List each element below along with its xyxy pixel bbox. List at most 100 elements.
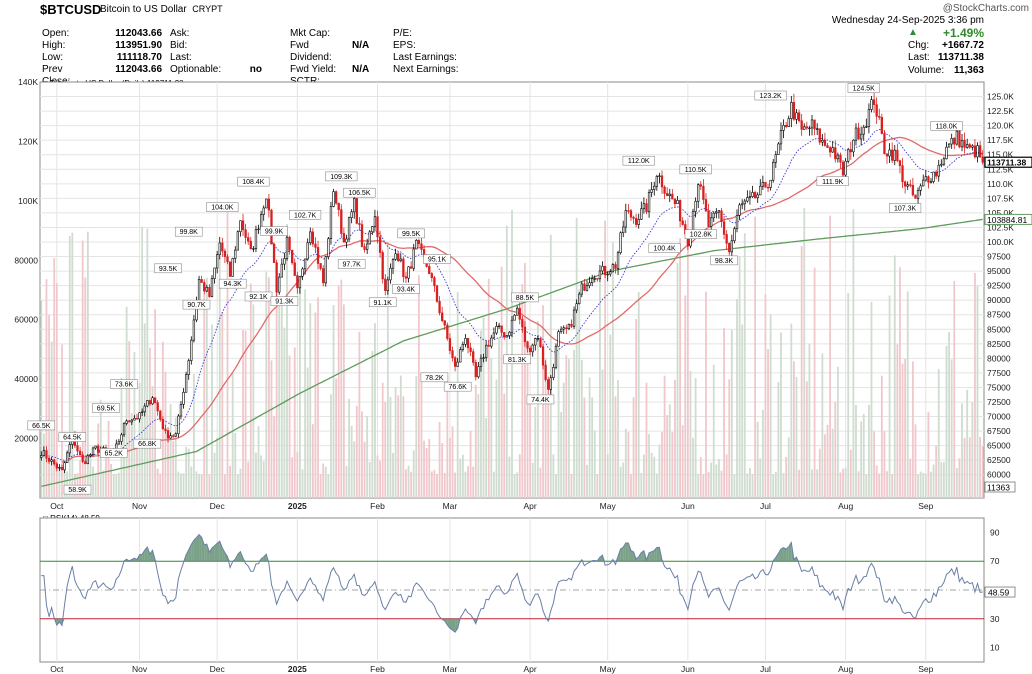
stockcharts-logo[interactable]: @StockCharts.com [942, 3, 1029, 14]
rsi-overbought-fill [654, 547, 657, 562]
volume-bar [580, 359, 583, 498]
candle-body [366, 243, 369, 250]
candle-body [797, 112, 801, 122]
volume-bar [824, 434, 826, 498]
candle-body [146, 400, 149, 407]
volume-bar [697, 473, 700, 498]
y-tick-label: 107.5K [987, 193, 1014, 203]
candle-body [303, 258, 307, 270]
volume-bar [252, 304, 255, 498]
rsi-overbought-fill [217, 541, 220, 562]
candle-body [906, 184, 909, 187]
candle-body [249, 240, 252, 250]
candle-body [966, 144, 969, 148]
candle-body [565, 327, 568, 330]
volume-bar [394, 387, 397, 498]
candle-body [223, 250, 227, 258]
volume-bar [330, 394, 332, 498]
candle-body [151, 397, 154, 405]
candle-body [513, 314, 516, 321]
y-tick-label: 112.5K [987, 164, 1014, 174]
x-tick-label: Apr [523, 501, 536, 511]
candle-body [169, 435, 172, 439]
ticker-symbol[interactable]: $BTCUSD [40, 2, 102, 17]
candle-body [634, 218, 638, 225]
volume-bar [816, 469, 819, 498]
candle-body [213, 267, 216, 279]
quote-label: Open: [42, 28, 70, 39]
volume-bar [291, 457, 294, 498]
candle-body [593, 278, 596, 280]
volume-bar [94, 474, 97, 498]
candle-body [252, 248, 255, 250]
volume-bar [306, 367, 309, 498]
volume-bar [286, 223, 288, 498]
volume-bar [495, 379, 498, 498]
volume-bar [650, 452, 653, 498]
candle-body [860, 133, 863, 140]
candle-body [221, 242, 224, 252]
candle-body [875, 104, 878, 117]
peak-label: 112.0K [622, 155, 655, 166]
volume-bar [811, 469, 813, 498]
candle-body [655, 176, 658, 187]
peak-label-text: 73.6K [115, 382, 134, 389]
candle-body [257, 228, 260, 231]
candle-body [588, 282, 591, 286]
volume-bar [350, 425, 353, 498]
peak-label: 104.0K [206, 202, 239, 212]
y-tick-label: 117.5K [987, 135, 1014, 145]
rsi-overbought-fill [186, 549, 189, 562]
peak-label-text: 92.1K [249, 294, 268, 301]
y-tick-label: 60000 [987, 470, 1011, 480]
volume-bar [614, 396, 617, 498]
peak-label: 81.3K [503, 354, 531, 365]
volume-bar [849, 449, 852, 498]
rsi-overbought-fill [214, 543, 218, 562]
volume-bar [174, 417, 177, 498]
volume-bar [110, 464, 113, 498]
candle-body [68, 444, 71, 454]
candle-body [603, 265, 607, 276]
candle-body [50, 459, 53, 462]
volume-tick-label: 140K [18, 77, 38, 87]
candle-body [386, 279, 390, 291]
rsi-overbought-fill [224, 552, 228, 562]
volume-bar [738, 256, 741, 498]
volume-bar [880, 375, 883, 498]
candle-body [852, 139, 855, 153]
candle-body [293, 262, 296, 276]
volume-bar [756, 421, 759, 498]
volume-bar [658, 444, 661, 498]
peak-label-box [526, 394, 555, 405]
volume-bar [461, 454, 464, 498]
candle-body [177, 415, 180, 435]
rsi-overbought-fill [199, 534, 202, 562]
candle-body [878, 116, 881, 118]
volume-bar [81, 240, 84, 498]
candle-body [275, 262, 278, 293]
volume-bar [741, 324, 744, 498]
volume-bar [645, 382, 648, 498]
candle-body [766, 186, 770, 189]
rsi-tick-label: 30 [990, 614, 1000, 624]
candle-body [725, 234, 728, 244]
peak-label: 111.9K [816, 176, 849, 187]
volume-bar [198, 473, 200, 498]
volume-bar [943, 462, 945, 498]
y-tick-label: 82500 [987, 339, 1011, 349]
volume-bar [862, 413, 865, 498]
volume-bar [42, 433, 45, 498]
volume-bar [446, 376, 449, 498]
volume-bar [105, 451, 107, 498]
candle-body [870, 99, 873, 110]
volume-bar [508, 456, 511, 498]
peak-label: 94.3K [218, 278, 247, 289]
candle-body [495, 326, 498, 334]
volume-bar [573, 349, 575, 498]
quote-row: Low: 111118.70 [42, 52, 162, 64]
volume-bar [384, 401, 387, 498]
volume-bar [487, 278, 490, 498]
volume-bar [976, 285, 979, 498]
